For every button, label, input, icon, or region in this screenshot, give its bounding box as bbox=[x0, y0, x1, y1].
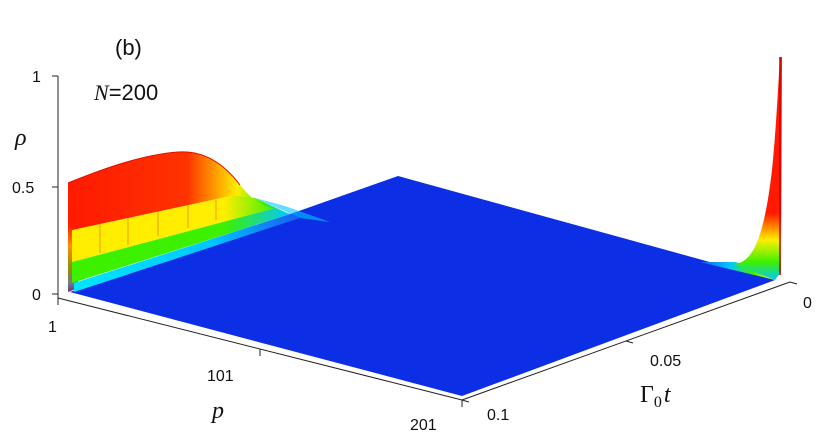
t-axis-title-base: Γ bbox=[640, 382, 654, 408]
t-tick-0: 0 bbox=[803, 295, 812, 312]
t-axis-title-sub: 0 bbox=[654, 394, 662, 411]
svg-text:Γ0t: Γ0t bbox=[640, 382, 672, 411]
t-axis-title-var: t bbox=[664, 382, 672, 408]
x-tick-201: 201 bbox=[410, 417, 437, 434]
t-tick-0.1: 0.1 bbox=[487, 407, 509, 424]
surface-hump-p1 bbox=[67, 151, 330, 292]
t-axis-title: Γ0t bbox=[640, 382, 672, 411]
x-tick-1: 1 bbox=[48, 319, 57, 336]
svg-text:N=200: N=200 bbox=[93, 80, 158, 105]
z-tick-1: 1 bbox=[32, 69, 41, 86]
annotation-var: N bbox=[93, 80, 110, 105]
panel-label: (b) bbox=[115, 35, 142, 60]
t-tick-0.05: 0.05 bbox=[650, 353, 681, 370]
z-axis-title: ρ bbox=[14, 125, 27, 151]
x-tick-101: 101 bbox=[207, 368, 234, 385]
surface-spike-p201 bbox=[700, 57, 782, 280]
z-tick-0: 0 bbox=[32, 287, 41, 304]
annotation-n200: N=200 bbox=[93, 80, 158, 105]
x-axis-title: p bbox=[210, 398, 224, 424]
axes bbox=[52, 75, 798, 407]
z-tick-0.5: 0.5 bbox=[12, 180, 34, 197]
annotation-value: =200 bbox=[109, 80, 159, 105]
